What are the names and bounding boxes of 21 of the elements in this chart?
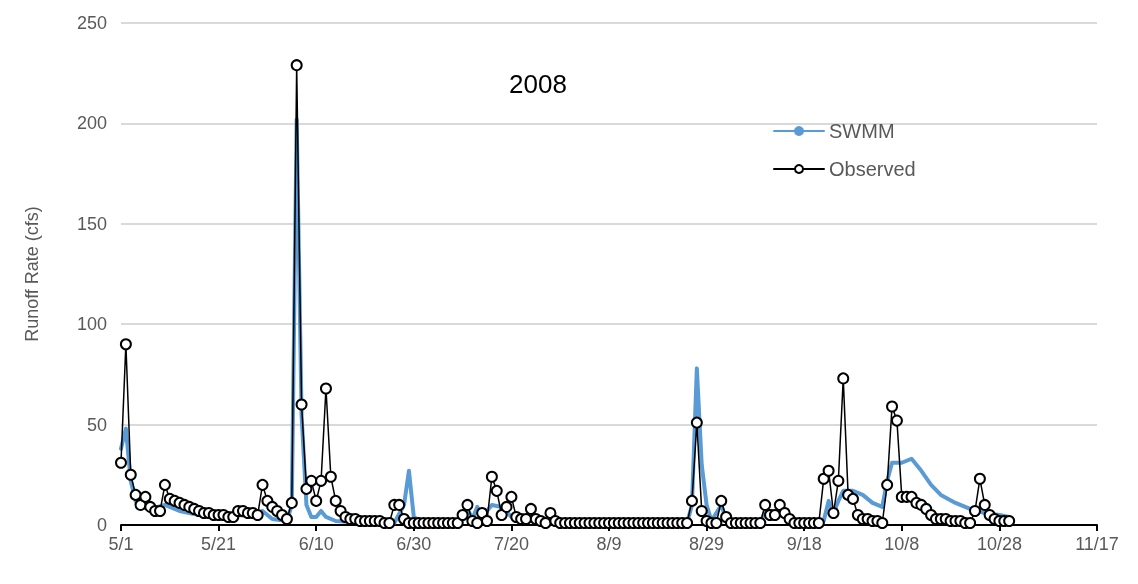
- y-tick-label: 150: [76, 213, 107, 234]
- x-tick-label: 10/8: [884, 534, 920, 554]
- x-tick-label: 7/20: [493, 534, 529, 554]
- y-tick-label: 0: [96, 515, 107, 535]
- y-tick-label: 50: [86, 414, 107, 435]
- x-tick-label: 5/21: [201, 534, 237, 554]
- x-tick-label: 9/18: [786, 534, 822, 554]
- x-tick-label: 6/10: [298, 534, 334, 554]
- x-tick-label: 8/9: [596, 534, 622, 554]
- y-tick-label: 100: [76, 314, 107, 335]
- legend-label: SWMM: [829, 120, 895, 142]
- x-tick-label: 10/28: [976, 534, 1022, 554]
- y-tick-label: 200: [76, 113, 107, 134]
- legend-label: Observed: [829, 158, 916, 180]
- text: 2008: [509, 69, 567, 99]
- x-tick-label: 8/29: [689, 534, 725, 554]
- y-axis-title: Runoff Rate (cfs): [22, 206, 42, 342]
- x-tick-label: 6/30: [396, 534, 432, 554]
- x-tick-label: 5/1: [108, 534, 134, 554]
- y-tick-label: 250: [76, 13, 107, 33]
- x-tick-label: 11/17: [1075, 534, 1119, 554]
